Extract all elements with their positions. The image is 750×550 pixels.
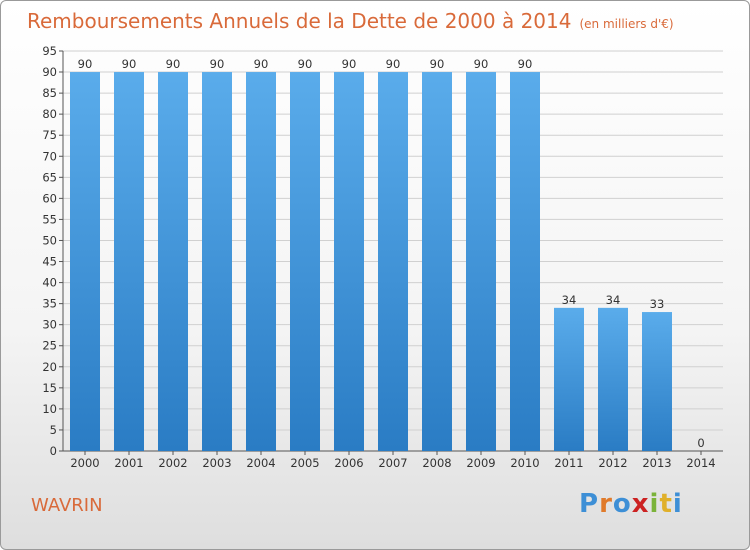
data-label-2004: 90: [254, 57, 269, 71]
y-tick-label: 30: [42, 318, 57, 332]
chart-title: Remboursements Annuels de la Dette de 20…: [27, 9, 674, 33]
logo-letter: P: [579, 489, 600, 519]
y-tick-label: 95: [42, 44, 57, 58]
data-label-2007: 90: [386, 57, 401, 71]
data-label-2011: 34: [562, 293, 577, 307]
x-tick-label-2004: 2004: [246, 456, 275, 470]
commune-name: WAVRIN: [31, 495, 103, 516]
data-label-2003: 90: [210, 57, 225, 71]
x-tick-label-2003: 2003: [202, 456, 231, 470]
bar-2013: [642, 312, 672, 451]
bar-2002: [158, 72, 188, 451]
bar-2003: [202, 72, 232, 451]
logo-letter: r: [599, 489, 613, 519]
x-tick-label-2008: 2008: [422, 456, 451, 470]
data-label-2006: 90: [342, 57, 357, 71]
x-tick-label-2011: 2011: [554, 456, 583, 470]
y-tick-label: 35: [42, 297, 57, 311]
y-tick-label: 60: [42, 191, 57, 205]
x-tick-label-2006: 2006: [334, 456, 363, 470]
y-tick-label: 75: [42, 128, 57, 142]
logo-letter: o: [612, 489, 632, 519]
x-tick-label-2000: 2000: [70, 456, 99, 470]
data-label-2010: 90: [518, 57, 533, 71]
data-label-2012: 34: [606, 293, 621, 307]
data-label-2008: 90: [430, 57, 445, 71]
chart-title-text: Remboursements Annuels de la Dette de 20…: [27, 9, 572, 33]
bar-2000: [70, 72, 100, 451]
logo-letter: i: [649, 489, 660, 519]
data-label-2000: 90: [78, 57, 93, 71]
data-label-2005: 90: [298, 57, 313, 71]
bar-2012: [598, 307, 628, 451]
data-label-2013: 33: [650, 297, 665, 311]
y-tick-label: 45: [42, 255, 57, 269]
bar-2004: [246, 72, 276, 451]
x-tick-label-2005: 2005: [290, 456, 319, 470]
x-tick-label-2001: 2001: [114, 456, 143, 470]
y-tick-label: 25: [42, 339, 57, 353]
y-tick-label: 80: [42, 107, 57, 121]
x-tick-label-2007: 2007: [378, 456, 407, 470]
bar-2011: [554, 307, 584, 451]
x-tick-label-2014: 2014: [686, 456, 715, 470]
y-tick-label: 50: [42, 233, 57, 247]
x-tick-label-2010: 2010: [510, 456, 539, 470]
y-tick-label: 90: [42, 65, 57, 79]
data-label-2014: 0: [697, 436, 704, 450]
y-tick-label: 85: [42, 86, 57, 100]
bar-2009: [466, 72, 496, 451]
bar-2007: [378, 72, 408, 451]
y-tick-label: 5: [50, 423, 57, 437]
y-tick-label: 20: [42, 360, 57, 374]
x-tick-label-2009: 2009: [466, 456, 495, 470]
y-tick-label: 70: [42, 149, 57, 163]
label-layer: 90 90 90 90 90 90 90 90 90 90 90 34 34 33 0: [78, 57, 705, 450]
data-label-2002: 90: [166, 57, 181, 71]
bar-layer: [70, 72, 672, 451]
data-label-2001: 90: [122, 57, 137, 71]
y-tick-label: 0: [50, 444, 57, 458]
bar-2008: [422, 72, 452, 451]
bar-2006: [334, 72, 364, 451]
logo-letter: t: [659, 489, 673, 519]
y-tick-label: 10: [42, 402, 57, 416]
y-tick-label: 40: [42, 276, 57, 290]
logo-letter: x: [631, 489, 650, 519]
x-tick-label-2013: 2013: [642, 456, 671, 470]
y-tick-label: 65: [42, 170, 57, 184]
x-tick-label-2002: 2002: [158, 456, 187, 470]
logo-letter: i: [672, 489, 683, 519]
x-tick-label-2012: 2012: [598, 456, 627, 470]
y-tick-label: 55: [42, 212, 57, 226]
bar-2005: [290, 72, 320, 451]
bar-2001: [114, 72, 144, 451]
y-tick-label: 15: [42, 381, 57, 395]
bar-2010: [510, 72, 540, 451]
data-label-2009: 90: [474, 57, 489, 71]
chart-subtitle: (en milliers d'€): [579, 17, 674, 31]
proxiti-logo: Proxiti: [579, 489, 683, 519]
